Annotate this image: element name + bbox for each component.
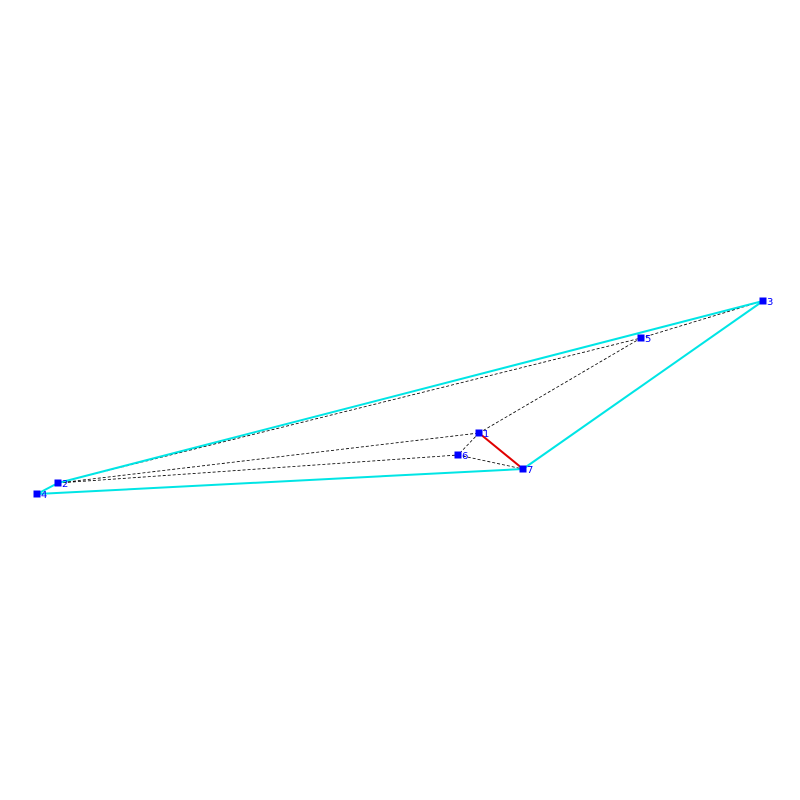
hull-edge-v3-v7 [522,300,764,470]
vertex-labels-layer: 1 2 3 4 5 6 7 [41,297,773,501]
vertex-marker-1 [475,429,483,437]
highlight-edge-v1-v7 [478,432,524,470]
vertex-label-3: 3 [767,297,773,308]
vertex-marker-5 [637,334,645,342]
highlight-edges-layer [478,432,524,470]
dashed-edge-v1-v6 [457,432,480,456]
hull-edge-v7-v4 [36,468,524,495]
vertex-label-7: 7 [527,465,533,476]
vertex-label-2: 2 [62,479,68,490]
vertices-layer [33,297,767,498]
hull-edges-layer [36,300,764,495]
dashed-edge-v2-v1 [57,432,480,484]
vertex-marker-2 [54,479,62,487]
vertex-marker-4 [33,490,41,498]
vertex-label-4: 4 [41,490,47,501]
vertex-label-1: 1 [483,429,489,440]
vertex-marker-6 [454,451,462,459]
hull-edge-v2-v3 [57,300,764,484]
dashed-edge-v5-v1 [478,337,642,434]
vertex-marker-3 [759,297,767,305]
vertex-label-6: 6 [462,451,468,462]
dashed-edge-v2-v6 [57,454,459,484]
vertex-label-5: 5 [645,334,651,345]
vertex-marker-7 [519,465,527,473]
dashed-edge-v6-v7 [457,454,524,470]
